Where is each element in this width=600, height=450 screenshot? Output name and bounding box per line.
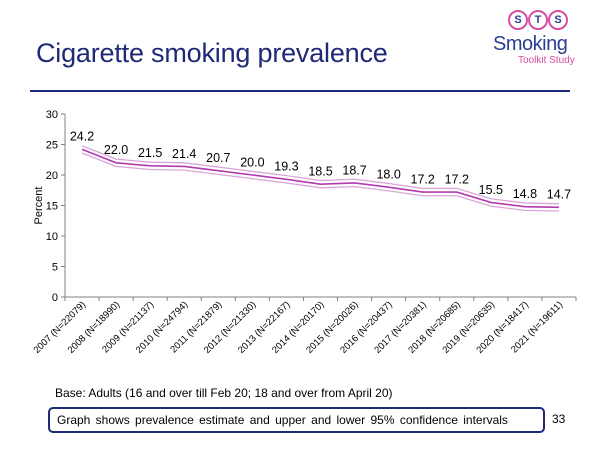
data-label: 17.2 [445, 172, 469, 186]
base-note: Base: Adults (16 and over till Feb 20; 1… [55, 386, 393, 400]
y-tick-label: 25 [46, 140, 58, 152]
page-number: 33 [552, 412, 566, 426]
y-tick-label: 0 [52, 292, 58, 304]
y-axis-title: Percent [33, 187, 45, 225]
data-label: 18.0 [376, 168, 400, 182]
slide-title: Cigarette smoking prevalence [36, 38, 388, 68]
sts-logo: S T S Smoking Toolkit Study [490, 10, 580, 70]
data-label: 19.3 [274, 160, 298, 174]
y-tick-label: 20 [46, 170, 58, 182]
logo-word: Smoking [493, 33, 568, 55]
logo-letter-t: T [528, 10, 548, 30]
data-label: 20.0 [240, 155, 264, 169]
data-label: 18.5 [308, 164, 332, 178]
data-label: 15.5 [479, 183, 503, 197]
upper-ci-line [81, 145, 559, 205]
data-label: 17.2 [411, 172, 435, 186]
data-label: 22.0 [104, 143, 128, 157]
logo-letter-s2: S [548, 10, 568, 30]
y-tick-label: 5 [52, 262, 58, 274]
logo-letter-s1: S [508, 10, 528, 30]
data-label: 18.7 [342, 163, 366, 177]
lower-ci-line [81, 152, 559, 212]
data-label: 24.2 [70, 130, 94, 144]
y-tick-label: 30 [46, 109, 58, 121]
data-label: 14.8 [513, 187, 537, 201]
title-underline [30, 90, 570, 92]
estimate-line [81, 148, 559, 209]
confidence-interval-note: Graph shows prevalence estimate and uppe… [48, 407, 545, 433]
data-label: 20.7 [206, 151, 230, 165]
data-label: 21.5 [138, 146, 162, 160]
data-label: 14.7 [547, 188, 571, 202]
y-tick-label: 15 [46, 201, 58, 213]
data-label: 21.4 [172, 147, 196, 161]
logo-subtitle: Toolkit Study [518, 55, 575, 66]
y-tick-label: 10 [46, 231, 58, 243]
